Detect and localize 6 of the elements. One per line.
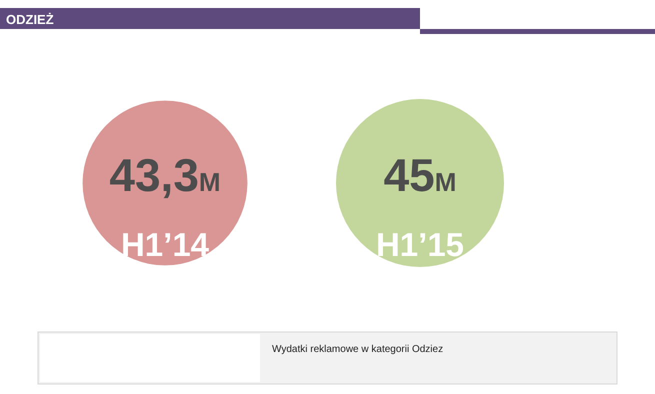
data-label: 45M [384,149,456,201]
data-label: 43,3M [109,149,221,201]
category-label: H1’15 [376,226,464,263]
category-label: H1’14 [120,226,210,263]
text: ODZIEŻ [6,12,54,27]
text: Wydatki reklamowe w kategorii Odziez [272,344,444,355]
